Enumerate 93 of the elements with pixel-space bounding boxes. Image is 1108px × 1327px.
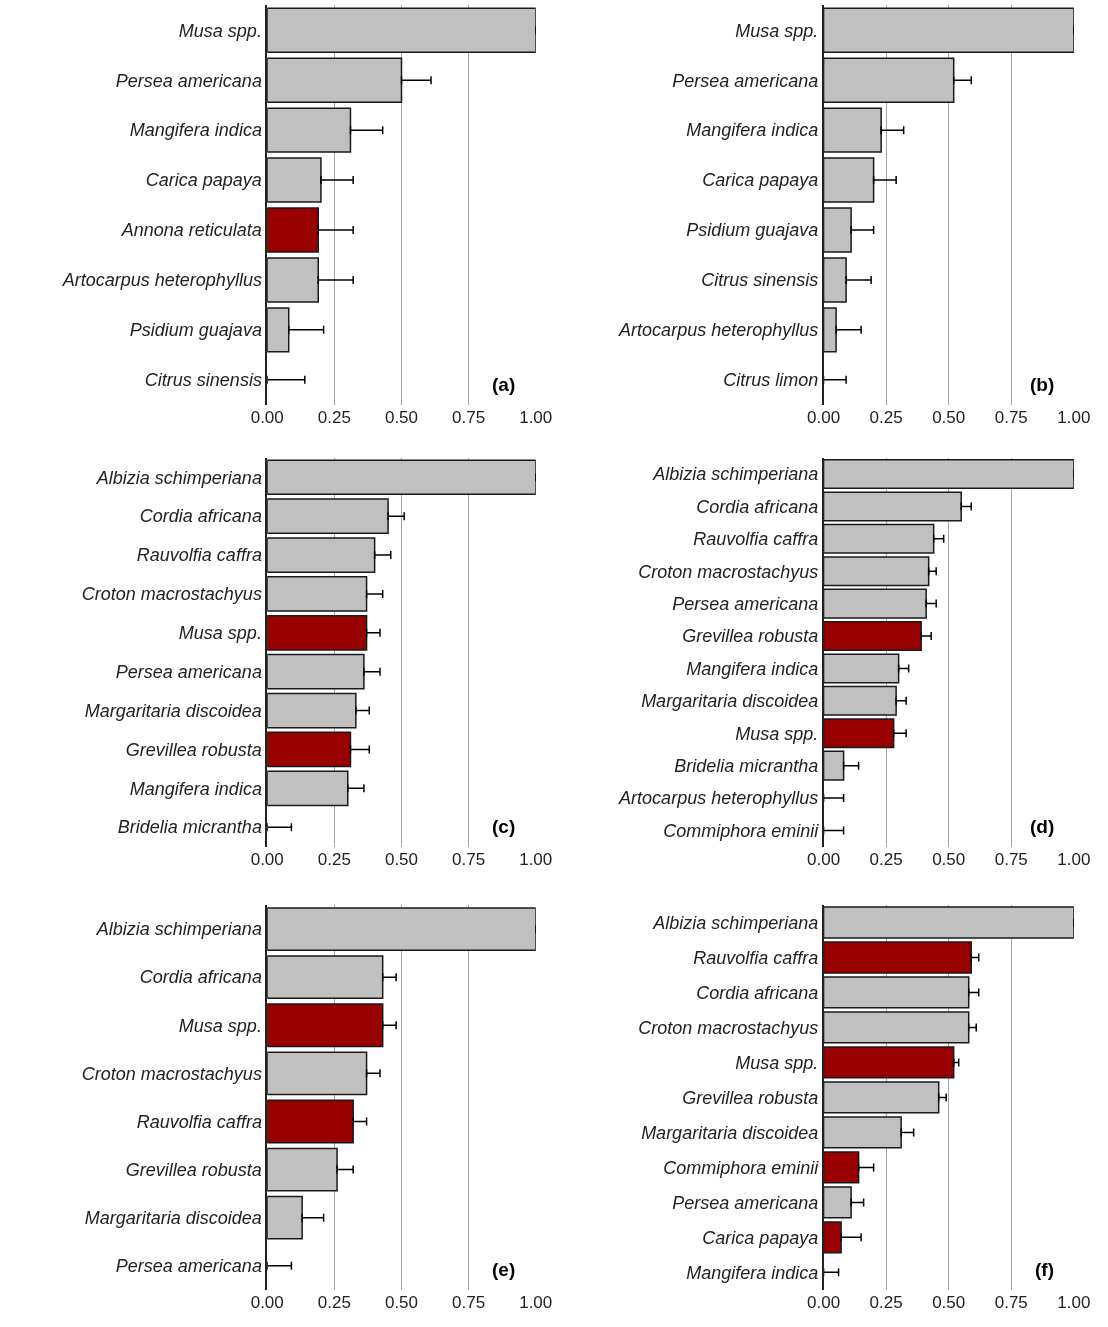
x-tick-label: 0.75 xyxy=(452,1292,486,1312)
y-tick-label: Margaritaria discoidea xyxy=(84,1207,262,1228)
y-tick-label: Cordia africana xyxy=(139,506,262,527)
y-tick-label: Albizia schimperiana xyxy=(652,464,819,485)
y-tick-label: Psidium guajava xyxy=(686,220,819,241)
y-tick-label: Cordia africana xyxy=(696,496,819,517)
y-tick-label: Citrus sinensis xyxy=(144,370,262,391)
y-tick-label: Bridelia micrantha xyxy=(117,817,262,838)
y-tick-label: Persea americana xyxy=(115,70,262,91)
x-tick-label: 0.50 xyxy=(384,849,419,869)
y-tick-label: Commiphora eminii xyxy=(663,820,820,841)
y-tick-label: Cordia africana xyxy=(139,967,262,988)
y-tick-label: Mangifera indica xyxy=(129,778,262,799)
y-tick-label: Grevillea robusta xyxy=(682,626,819,647)
annotation: (e) xyxy=(492,1259,516,1280)
x-tick-label: 0.00 xyxy=(807,849,841,869)
y-tick-label: Artocarpus heterophyllus xyxy=(618,320,819,341)
y-tick-label: Margaritaria discoidea xyxy=(641,1122,819,1143)
y-tick-label: Carica papaya xyxy=(702,170,819,191)
x-tick-label: 0.25 xyxy=(317,1292,351,1312)
y-tick-label: Persea americana xyxy=(672,1192,819,1213)
y-tick-label: Grevillea robusta xyxy=(125,1159,262,1180)
annotation: (f) xyxy=(1035,1259,1054,1280)
x-tick-label: 0.50 xyxy=(932,407,966,427)
y-tick-label: Citrus limon xyxy=(723,370,819,391)
y-tick-label: Bridelia micrantha xyxy=(674,755,819,776)
y-tick-label: Croton macrostachyus xyxy=(81,584,262,605)
x-tick-label: 0.25 xyxy=(869,849,903,869)
x-tick-label: 0.75 xyxy=(452,849,486,869)
y-tick-label: Musa spp. xyxy=(735,723,819,744)
y-tick-label: Cordia africana xyxy=(696,982,819,1003)
y-tick-label: Persea americana xyxy=(115,661,262,682)
y-tick-label: Rauvolfia caffra xyxy=(693,947,819,968)
y-tick-label: Croton macrostachyus xyxy=(638,1017,819,1038)
annotation: (d) xyxy=(1030,816,1055,837)
y-tick-label: Mangifera indica xyxy=(686,658,819,679)
x-tick-label: 0.50 xyxy=(384,1292,419,1312)
y-tick-label: Mangifera indica xyxy=(686,120,819,141)
x-tick-label: 0.25 xyxy=(317,849,351,869)
y-tick-label: Citrus sinensis xyxy=(701,270,819,291)
y-tick-label: Musa spp. xyxy=(178,20,262,41)
y-tick-label: Persea americana xyxy=(115,1256,262,1277)
y-tick-label: Albizia schimperiana xyxy=(95,919,262,940)
x-tick-label: 0.00 xyxy=(250,849,284,869)
y-tick-label: Musa spp. xyxy=(735,20,819,41)
y-tick-label: Margaritaria discoidea xyxy=(84,700,262,721)
x-tick-label: 0.50 xyxy=(932,849,966,869)
y-tick-label: Persea americana xyxy=(672,70,819,91)
y-tick-label: Grevillea robusta xyxy=(125,739,262,760)
y-tick-label: Croton macrostachyus xyxy=(81,1063,262,1084)
y-tick-label: Albizia schimperiana xyxy=(652,912,819,933)
x-tick-label: 0.50 xyxy=(384,407,419,427)
x-tick-label: 0.00 xyxy=(250,407,284,427)
y-tick-label: Carica papaya xyxy=(702,1227,819,1248)
x-tick-label: 0.25 xyxy=(869,1292,903,1312)
y-tick-label: Artocarpus heterophyllus xyxy=(618,788,819,809)
y-tick-label: Albizia schimperiana xyxy=(95,467,262,488)
y-tick-label: Psidium guajava xyxy=(129,320,262,341)
y-tick-label: Rauvolfia caffra xyxy=(136,1111,262,1132)
x-tick-label: 0.00 xyxy=(807,1292,841,1312)
y-tick-label: Artocarpus heterophyllus xyxy=(61,270,262,291)
y-tick-label: Musa spp. xyxy=(735,1052,819,1073)
y-tick-label: Margaritaria discoidea xyxy=(641,691,819,712)
x-tick-label: 0.25 xyxy=(869,407,903,427)
x-tick-label: 0.50 xyxy=(932,1292,966,1312)
x-tick-label: 1.00 xyxy=(1057,849,1091,869)
annotation: (b) xyxy=(1030,374,1055,395)
y-tick-label: Carica papaya xyxy=(145,170,262,191)
y-tick-label: Rauvolfia caffra xyxy=(693,529,819,550)
x-tick-label: 0.75 xyxy=(452,407,486,427)
x-tick-label: 1.00 xyxy=(1057,407,1091,427)
y-tick-label: Persea americana xyxy=(672,593,819,614)
y-tick-label: Musa spp. xyxy=(178,1015,262,1036)
x-tick-label: 0.75 xyxy=(994,407,1028,427)
y-tick-label: Rauvolfia caffra xyxy=(136,545,262,566)
x-tick-label: 0.75 xyxy=(994,1292,1028,1312)
annotation: (c) xyxy=(492,816,516,837)
annotation: (a) xyxy=(492,374,516,395)
y-tick-label: Mangifera indica xyxy=(129,120,262,141)
y-tick-label: Musa spp. xyxy=(178,623,262,644)
x-tick-label: 0.00 xyxy=(807,407,841,427)
x-tick-label: 0.25 xyxy=(317,407,351,427)
x-tick-label: 0.75 xyxy=(994,849,1028,869)
x-tick-label: 0.00 xyxy=(250,1292,284,1312)
x-tick-label: 1.00 xyxy=(519,849,553,869)
y-tick-label: Annona reticulata xyxy=(120,220,262,241)
y-tick-label: Commiphora eminii xyxy=(663,1157,820,1178)
x-tick-label: 1.00 xyxy=(519,407,553,427)
y-tick-label: Croton macrostachyus xyxy=(638,561,819,582)
y-tick-label: Mangifera indica xyxy=(686,1262,819,1283)
y-tick-label: Grevillea robusta xyxy=(682,1087,819,1108)
x-tick-label: 1.00 xyxy=(1057,1292,1091,1312)
x-tick-label: 1.00 xyxy=(519,1292,553,1312)
